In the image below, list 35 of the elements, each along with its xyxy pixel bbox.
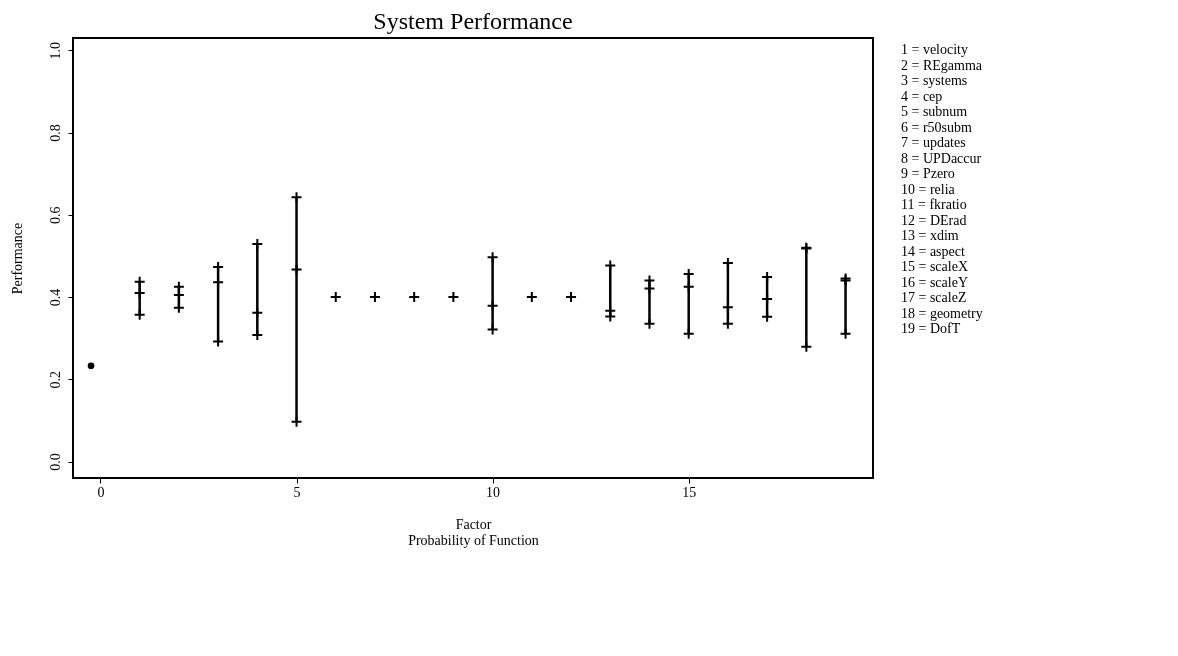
text: 10 = relia — [901, 181, 956, 197]
x-tick-label: 0 — [97, 484, 105, 500]
x-tick-label: 15 — [682, 484, 697, 500]
text: 2 = REgamma — [901, 57, 983, 73]
text: 8 = UPDaccur — [901, 150, 982, 166]
point — [800, 242, 813, 255]
text: 9 = Pzero — [901, 166, 955, 181]
y-tick-label: 0.8 — [47, 124, 63, 142]
text: 7 = updates — [901, 135, 966, 150]
y-tick-label: 1.0 — [47, 42, 63, 60]
text: 16 = scaleY — [901, 274, 968, 290]
text: 18 = geometry — [901, 305, 983, 321]
text: 15 = scaleX — [901, 259, 968, 274]
text: 1 = velocity — [901, 42, 968, 57]
point — [839, 274, 852, 287]
text: 19 = DofT — [901, 321, 961, 336]
x-tick-label: 10 — [486, 484, 501, 500]
text: 14 = aspect — [901, 243, 965, 259]
text: 12 = DErad — [901, 212, 967, 228]
y-tick-label: 0.4 — [47, 288, 63, 307]
text: 13 = xdim — [901, 228, 959, 243]
y-tick-label: 0.0 — [47, 453, 63, 471]
x-tick-label: 5 — [293, 484, 301, 500]
text: 11 = fkratio — [901, 197, 967, 212]
y-axis-title: Performance — [9, 222, 25, 295]
text: 4 = cep — [901, 88, 943, 104]
y-tick-label: 0.6 — [47, 206, 63, 225]
text: 17 = scaleZ — [901, 290, 967, 305]
text: 6 = r50subm — [901, 119, 973, 135]
text: 3 = systems — [901, 73, 968, 88]
chart-title: System Performance — [373, 8, 573, 34]
point — [87, 362, 95, 370]
text: 5 = subnum — [901, 104, 968, 119]
y-tick-label: 0.2 — [47, 371, 63, 389]
x-axis-title: Factor Probability of Function — [408, 516, 539, 548]
